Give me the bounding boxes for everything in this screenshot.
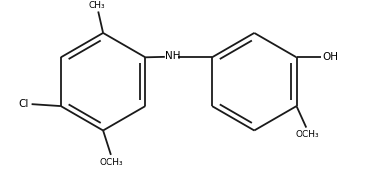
Text: OH: OH [323, 52, 339, 62]
Text: CH₃: CH₃ [89, 1, 106, 10]
Text: OCH₃: OCH₃ [99, 158, 123, 167]
Text: NH: NH [165, 51, 181, 61]
Text: OCH₃: OCH₃ [295, 130, 319, 139]
Text: Cl: Cl [18, 99, 29, 109]
